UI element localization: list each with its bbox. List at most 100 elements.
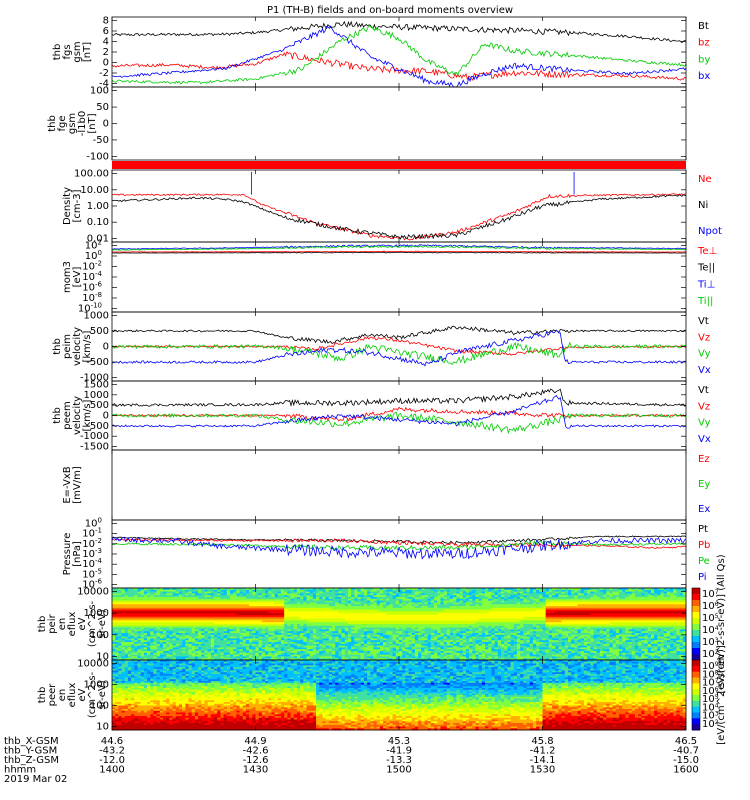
- y-tick-label: 2: [103, 47, 109, 58]
- y-axis-label: [km/s]: [82, 399, 93, 431]
- legend-entry-Ey: Ey: [698, 479, 710, 490]
- y-tick-label: 100: [90, 86, 109, 97]
- y-tick-label: -2: [99, 68, 109, 79]
- y-axis-label: [km/s]: [82, 330, 93, 362]
- y-axis-label: peir: [47, 613, 58, 633]
- chart-title: P1 (TH-B) fields and on-board moments ov…: [267, 5, 513, 16]
- y-tick-label: 1500: [84, 379, 109, 390]
- y-axis-label: velocity: [72, 327, 83, 366]
- series-Vx-line: [111, 395, 687, 429]
- colorbar-tick: 102: [702, 649, 719, 660]
- x-tick-label: -42.6: [243, 746, 269, 757]
- y-tick-label: 1000: [84, 310, 109, 321]
- y-tick-label: 6: [103, 26, 109, 37]
- series-Ne-line: [111, 193, 687, 241]
- legend-entry-Bt: Bt: [698, 21, 709, 32]
- legend-entry-Ti⊥: Ti⊥: [697, 279, 715, 290]
- series-Pt-line: [111, 535, 687, 545]
- x-tick-label: -43.2: [99, 746, 125, 757]
- y-axis-label: (cm^2-s-: [87, 671, 98, 718]
- y-tick-label: -500: [86, 421, 109, 432]
- colorbar-tick: 103: [702, 711, 719, 722]
- series-bz-line: [111, 50, 687, 81]
- y-tick-label: 0.10: [87, 217, 109, 228]
- series-Tel-line: [112, 251, 687, 254]
- y-tick-label: 100.00: [74, 169, 109, 180]
- series-Vt-line: [111, 388, 687, 408]
- y-tick-label: 1000: [84, 680, 109, 691]
- panel-bar: [112, 161, 686, 169]
- legend-entry-Vz: Vz: [698, 332, 710, 343]
- x-tick-label: 1600: [673, 765, 698, 776]
- legend-entry-Npot: Npot: [698, 226, 722, 237]
- colorbar-tick: 104: [702, 625, 719, 636]
- x-axis-row-label: thb_Z-GSM: [4, 755, 59, 766]
- series-Vz-line: [111, 406, 687, 422]
- y-axis-label: peim: [62, 334, 73, 359]
- y-axis-label: eV: [77, 617, 88, 630]
- y-tick-label: 0: [103, 342, 109, 353]
- colorbar-tick: 106: [702, 686, 719, 697]
- y-axis-label: fgs: [62, 44, 73, 59]
- y-tick-label: 0: [103, 58, 109, 69]
- panel-frame: [111, 86, 687, 161]
- y-tick-label: 100: [90, 701, 109, 712]
- x-tick-label: 1400: [99, 765, 124, 776]
- y-axis-label: peer: [47, 683, 58, 707]
- y-axis-label: en: [57, 689, 68, 702]
- x-axis-row-label: hhmm: [4, 765, 36, 776]
- y-tick-label: 4: [103, 37, 109, 48]
- legend-entry-by: by: [698, 54, 710, 65]
- legend-entry-Te||: Te||: [697, 263, 715, 274]
- series-Vy-line: [111, 341, 687, 366]
- x-tick-label: -15.0: [673, 755, 699, 766]
- y-axis-label: velocity: [72, 396, 83, 435]
- colorbar-tick: 105: [702, 694, 719, 705]
- y-tick-label: 10.00: [80, 185, 109, 196]
- y-axis-label: [mV/m]: [72, 466, 83, 504]
- colorbar-tick: 104: [702, 702, 719, 713]
- legend-entry-Te⊥: Te⊥: [697, 246, 717, 257]
- y-tick-label: 10000: [77, 587, 109, 598]
- x-tick-label: 44.6: [101, 736, 123, 747]
- y-axis-label: thb: [52, 407, 63, 424]
- y-tick-label: 50: [96, 102, 109, 113]
- legend-entry-bz: bz: [698, 38, 710, 49]
- y-axis-label: sr-eV): [97, 680, 108, 709]
- quality-flag-bar: [112, 161, 686, 169]
- series-Til-line: [111, 245, 686, 251]
- legend-entry-Ni: Ni: [698, 200, 708, 211]
- panel-frame: [111, 449, 687, 521]
- x-tick-label: -41.9: [386, 746, 412, 757]
- y-tick-label: 0: [103, 411, 109, 422]
- y-axis-label: E=-VxB: [62, 466, 73, 503]
- colorbar-tick: 102: [702, 719, 719, 730]
- series-Ni-line: [111, 194, 687, 240]
- colorbar-tick: 106: [702, 601, 719, 612]
- date-label: 2019 Mar 02: [4, 774, 67, 785]
- y-tick-label: -100: [86, 151, 109, 162]
- colorbar-tick: 105: [702, 613, 719, 624]
- y-axis-label: [nPa]: [72, 541, 83, 567]
- y-axis-label: peem: [62, 401, 73, 429]
- x-tick-label: -14.1: [530, 755, 556, 766]
- x-axis-row-label: thb_Y-GSM: [4, 746, 57, 757]
- y-axis-label: Density: [62, 187, 73, 225]
- legend-entry-Ex: Ex: [698, 504, 710, 515]
- legend-entry-Pe: Pe: [698, 556, 710, 567]
- y-tick-label: 500: [90, 326, 109, 337]
- y-tick-label: 10: [96, 651, 109, 662]
- x-tick-label: 1430: [243, 765, 268, 776]
- y-axis-label: en: [57, 618, 68, 631]
- series-Pi-line: [111, 536, 687, 560]
- panel-frame: [111, 519, 687, 589]
- y-axis-label: -l1b0: [77, 111, 88, 136]
- legend-entry-bx: bx: [698, 71, 710, 82]
- x-tick-label: -12.6: [243, 755, 269, 766]
- y-tick-label: 1000: [84, 390, 109, 401]
